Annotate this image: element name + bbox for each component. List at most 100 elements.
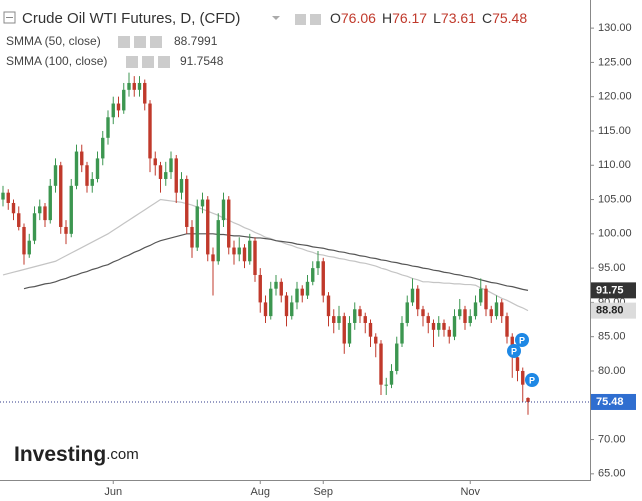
event-marker-text: P xyxy=(511,346,517,356)
logo-suffix: .com xyxy=(106,446,139,463)
candle-body xyxy=(221,199,226,221)
y-tick-label: 70.00 xyxy=(598,433,626,445)
event-marker-text: P xyxy=(529,375,535,385)
candle-body xyxy=(185,178,189,227)
legend-name: SMMA (100, close) xyxy=(6,54,107,68)
y-tick-label: 115.00 xyxy=(598,125,631,137)
candle-body xyxy=(64,226,68,234)
candle-body xyxy=(269,288,273,317)
candle-body xyxy=(468,316,472,323)
candle-body xyxy=(421,309,425,317)
ma-line xyxy=(23,233,529,291)
candle-body xyxy=(53,165,58,186)
candle-body xyxy=(489,309,493,317)
collapse-icon[interactable] xyxy=(3,11,16,24)
candle-body xyxy=(137,82,142,90)
ohlc-label: C xyxy=(482,10,492,26)
ohlc-label: H xyxy=(382,10,392,26)
candle-body xyxy=(353,309,357,323)
candle-body xyxy=(38,206,42,214)
candle-body xyxy=(59,165,63,227)
y-tick-label: 65.00 xyxy=(598,468,626,480)
candle-body xyxy=(337,316,341,323)
legend-icon[interactable] xyxy=(118,36,130,48)
candle-body xyxy=(479,288,483,303)
settings-icon[interactable] xyxy=(295,14,306,25)
candle-body xyxy=(389,370,394,385)
candle-body xyxy=(347,322,352,344)
event-marker-text: P xyxy=(519,335,525,345)
candle-body xyxy=(405,302,409,323)
legend-icon[interactable] xyxy=(158,56,170,68)
candle-body xyxy=(27,240,31,255)
candle-body xyxy=(190,226,194,248)
legend-icon[interactable] xyxy=(150,36,162,48)
candle-body xyxy=(458,309,462,317)
legend-icon[interactable] xyxy=(126,56,138,68)
candle-body xyxy=(374,336,378,344)
candle-body xyxy=(326,295,331,317)
ohlc-value: 76.06 xyxy=(341,10,376,26)
candle-body xyxy=(22,226,26,255)
candle-body xyxy=(463,309,467,323)
ma-line xyxy=(2,198,529,312)
candle-body xyxy=(127,82,131,90)
candle-body xyxy=(395,343,399,371)
candle-body xyxy=(494,302,499,317)
event-marker[interactable] xyxy=(515,333,529,347)
candle-body xyxy=(179,178,184,193)
candle-body xyxy=(106,117,110,138)
candle-body xyxy=(305,281,310,296)
event-marker[interactable] xyxy=(507,344,521,358)
candle-body xyxy=(90,178,94,186)
y-tick-label: 120.00 xyxy=(598,91,632,103)
candle-body xyxy=(505,316,509,337)
legend-value: 91.7548 xyxy=(180,54,224,68)
ohlc-value: 75.48 xyxy=(492,10,527,26)
settings-icon[interactable] xyxy=(310,14,321,25)
candle-body xyxy=(132,82,136,90)
candle-body xyxy=(17,213,21,227)
candle-body xyxy=(426,316,430,323)
candle-body xyxy=(290,302,294,317)
candle-body xyxy=(6,192,10,203)
candle-body xyxy=(437,322,441,330)
candle-body xyxy=(95,158,100,179)
candle-body xyxy=(358,309,362,317)
dropdown-icon xyxy=(272,16,280,20)
candle-body xyxy=(32,213,37,241)
candle-body xyxy=(195,206,199,248)
price-tag: 75.48 xyxy=(596,396,624,408)
candle-body xyxy=(363,316,367,323)
x-tick-label: Jun xyxy=(104,486,122,498)
candle-body xyxy=(143,82,147,104)
candle-body xyxy=(227,199,231,248)
candle-body xyxy=(473,302,478,317)
candle-body xyxy=(500,302,504,317)
plot-area xyxy=(1,72,530,415)
legend-icon[interactable] xyxy=(142,56,154,68)
candle-body xyxy=(442,322,446,330)
overlay: P P P xyxy=(3,11,539,387)
y-tick-label: 125.00 xyxy=(598,56,632,68)
candle-body xyxy=(284,295,289,317)
ohlc-value: 73.61 xyxy=(441,10,476,26)
ma-tag-bg xyxy=(591,282,636,299)
event-marker[interactable] xyxy=(525,373,539,387)
candle-body xyxy=(263,302,268,317)
x-tick-label: Sep xyxy=(313,486,333,498)
candle-body xyxy=(216,220,220,262)
candle-body xyxy=(74,151,79,186)
candle-body xyxy=(211,254,215,262)
candle-body xyxy=(69,185,73,234)
candle-body xyxy=(274,281,278,289)
candle-body xyxy=(452,316,457,337)
candle-body xyxy=(85,165,89,186)
legend-icon[interactable] xyxy=(134,36,146,48)
ma-tag: 88.80 xyxy=(596,305,624,317)
candle-body xyxy=(332,316,336,323)
candle-body xyxy=(342,316,346,344)
legend-value: 88.7991 xyxy=(174,34,218,48)
ohlc-label: O xyxy=(330,10,341,26)
